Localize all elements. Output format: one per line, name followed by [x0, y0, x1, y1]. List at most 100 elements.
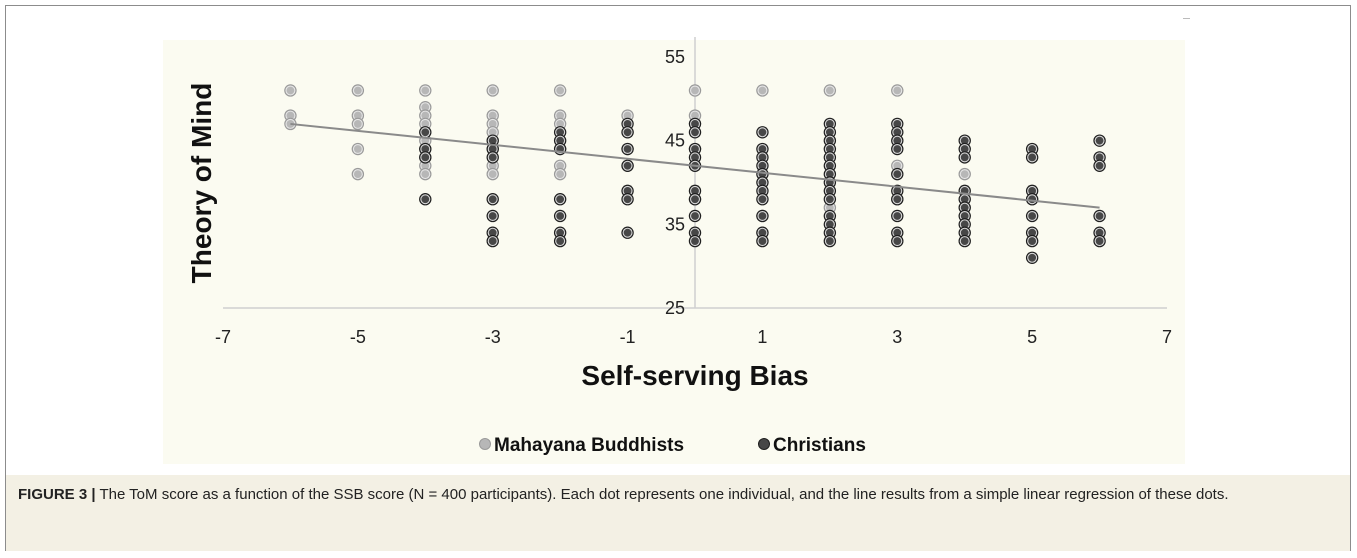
data-point-fill	[623, 120, 632, 128]
data-point-fill	[691, 186, 699, 195]
data-point-fill	[488, 128, 497, 137]
data-point-christians	[1093, 134, 1106, 147]
axes	[223, 37, 1167, 309]
data-point-fill	[691, 111, 699, 120]
data-point-fill	[353, 86, 362, 95]
data-point-fill	[960, 136, 969, 145]
data-point-christians	[621, 126, 634, 139]
data-point-fill	[623, 195, 632, 204]
data-point-christians	[756, 126, 769, 139]
data-point-fill	[488, 228, 497, 237]
data-point-fill	[421, 103, 430, 112]
data-point-fill	[488, 136, 497, 145]
data-point-fill	[1028, 237, 1037, 245]
data-point-fill	[1028, 253, 1037, 262]
data-point-fill	[556, 86, 565, 95]
data-point-fill	[825, 212, 834, 220]
data-point-christians	[553, 226, 567, 239]
data-point-fill	[623, 128, 632, 137]
data-point-fill	[960, 195, 969, 204]
data-point-fill	[825, 203, 834, 212]
data-point-fill	[353, 145, 362, 153]
data-point-fill	[825, 145, 834, 153]
data-point-fill	[758, 228, 767, 237]
data-point-fill	[825, 136, 834, 145]
data-point-mahayana-buddhists	[756, 84, 769, 97]
x-tick-label: 7	[1162, 327, 1172, 347]
data-point-fill	[960, 203, 969, 212]
data-point-fill	[825, 128, 834, 137]
data-point-fill	[691, 120, 699, 128]
data-point-fill	[623, 186, 632, 195]
x-tick-label: 3	[892, 327, 902, 347]
data-point-mahayana-buddhists	[553, 167, 567, 181]
data-point-fill	[960, 237, 969, 245]
data-point-christians	[891, 142, 904, 156]
data-point-mahayana-buddhists	[419, 167, 432, 181]
data-point-fill	[1095, 237, 1104, 245]
figure-label: FIGURE 3 |	[18, 486, 96, 503]
data-point-fill	[893, 161, 902, 170]
data-point-mahayana-buddhists	[351, 167, 365, 181]
data-point-christians	[419, 151, 432, 164]
data-point-mahayana-buddhists	[419, 84, 432, 97]
data-point-fill	[758, 186, 767, 195]
data-point-christians	[756, 234, 769, 248]
data-point-fill	[960, 153, 969, 162]
data-point-fill	[556, 128, 565, 137]
data-point-christians	[419, 126, 432, 139]
data-point-fill	[421, 86, 430, 95]
data-point-fill	[893, 195, 902, 204]
data-point-christians	[891, 234, 904, 248]
data-point-christians	[486, 209, 499, 223]
data-point-fill	[893, 212, 902, 220]
data-point-mahayana-buddhists	[351, 117, 365, 131]
data-point-fill	[353, 170, 362, 179]
data-point-christians	[958, 151, 971, 164]
data-point-fill	[421, 128, 430, 137]
data-point-fill	[758, 86, 767, 95]
data-point-christians	[621, 142, 634, 156]
data-point-fill	[353, 111, 362, 120]
data-point-fill	[623, 161, 632, 170]
data-point-fill	[960, 212, 969, 220]
data-point-fill	[556, 212, 565, 220]
data-points	[284, 84, 1106, 264]
data-point-fill	[691, 86, 699, 95]
data-point-fill	[825, 161, 834, 170]
data-point-christians	[553, 193, 567, 206]
corner-mark	[1183, 18, 1190, 19]
data-point-fill	[758, 212, 767, 220]
data-point-fill	[421, 195, 430, 204]
data-point-christians	[553, 234, 567, 248]
y-tick-labels: 25 35 45 55	[665, 47, 685, 318]
data-point-fill	[825, 220, 834, 229]
data-point-fill	[556, 170, 565, 179]
y-tick-label: 35	[665, 214, 685, 234]
data-point-fill	[758, 145, 767, 153]
data-point-fill	[960, 220, 969, 229]
data-point-christians	[958, 234, 971, 248]
data-point-fill	[488, 153, 497, 162]
data-point-fill	[623, 145, 632, 153]
data-point-fill	[825, 86, 834, 95]
data-point-fill	[556, 161, 565, 170]
data-point-christians	[553, 142, 567, 156]
data-point-fill	[1028, 145, 1037, 153]
data-point-christians	[823, 193, 837, 206]
data-point-christians	[756, 209, 769, 223]
data-point-fill	[893, 86, 902, 95]
data-point-fill	[421, 111, 430, 120]
data-point-mahayana-buddhists	[688, 84, 702, 97]
data-point-christians	[486, 151, 499, 164]
data-point-fill	[421, 170, 430, 179]
data-point-fill	[1028, 228, 1037, 237]
data-point-fill	[960, 228, 969, 237]
data-point-fill	[421, 161, 430, 170]
data-point-fill	[825, 195, 834, 204]
data-point-fill	[825, 153, 834, 162]
data-point-fill	[893, 228, 902, 237]
data-point-fill	[488, 212, 497, 220]
figure-caption: FIGURE 3 | The ToM score as a function o…	[6, 475, 1350, 551]
data-point-fill	[960, 145, 969, 153]
